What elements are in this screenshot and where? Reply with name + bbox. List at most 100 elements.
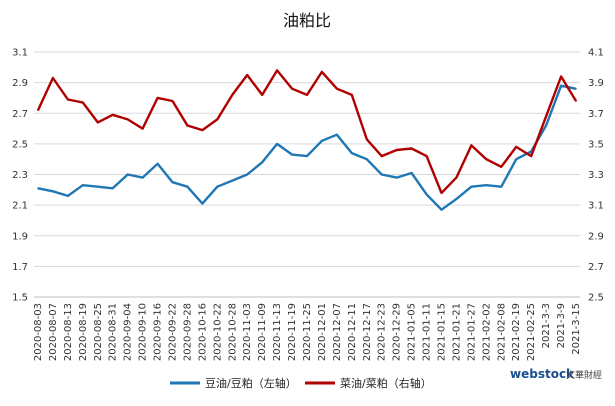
x-tick-label: 2021-02-19 xyxy=(511,303,522,361)
x-tick-label: 2020-08-19 xyxy=(78,303,89,361)
x-tick-label: 2020-10-16 xyxy=(197,303,208,361)
x-tick-label: 2020-09-22 xyxy=(168,303,179,361)
data-point xyxy=(306,94,308,96)
x-tick-label: 2020-11-25 xyxy=(302,303,313,361)
series-line-soy xyxy=(37,84,577,211)
x-tick-label: 2020-09-10 xyxy=(138,303,149,361)
x-tick-label: 2020-11-13 xyxy=(272,303,283,361)
x-tick-label: 2021-02-08 xyxy=(496,303,507,361)
data-point xyxy=(291,153,293,156)
data-point xyxy=(560,75,562,78)
data-point xyxy=(52,77,54,79)
data-point xyxy=(515,158,518,160)
watermark-logo: webstock 文華財經 xyxy=(510,367,602,381)
grid xyxy=(34,51,580,298)
x-tick-label: 2021-3-3 xyxy=(541,303,552,348)
data-point xyxy=(321,71,323,73)
x-tick-label: 2020-09-04 xyxy=(123,303,134,361)
right-tick-label: 2.9 xyxy=(588,231,604,242)
x-tick-label: 2020-11-03 xyxy=(242,303,253,361)
data-point xyxy=(306,155,308,157)
data-point xyxy=(380,173,383,176)
data-point xyxy=(425,193,428,196)
left-tick-label: 2.9 xyxy=(12,78,28,89)
data-point xyxy=(261,94,263,96)
right-axis-ticks: 2.5 2.7 2.9 3.1 3.3 3.5 3.7 3.9 4.1 xyxy=(588,48,604,304)
x-tick-label: 2021-01-21 xyxy=(451,303,462,361)
data-point xyxy=(545,124,547,127)
data-point xyxy=(410,172,413,174)
left-tick-label: 2.5 xyxy=(12,139,28,150)
data-point xyxy=(231,94,234,96)
x-tick-label: 2021-01-27 xyxy=(466,303,477,361)
data-point xyxy=(52,190,54,193)
x-tick-label: 2020-10-28 xyxy=(227,303,238,361)
data-point xyxy=(440,192,443,194)
data-point xyxy=(126,118,129,121)
data-point xyxy=(186,124,189,127)
data-point xyxy=(141,127,144,130)
data-point xyxy=(425,155,428,157)
x-tick-label: 2020-11-09 xyxy=(257,303,268,361)
legend-label-rapeseed: 菜油/菜粕（右轴） xyxy=(340,376,432,390)
data-point xyxy=(575,100,577,102)
data-point xyxy=(246,74,249,76)
data-point xyxy=(500,166,503,168)
data-point xyxy=(201,202,204,205)
data-point xyxy=(500,185,503,188)
data-point xyxy=(515,146,518,148)
data-point xyxy=(37,109,39,111)
left-tick-label: 1.5 xyxy=(12,293,28,304)
left-tick-label: 2.1 xyxy=(12,201,28,212)
x-tick-label: 2020-08-25 xyxy=(93,303,104,361)
data-point xyxy=(395,149,398,151)
right-tick-label: 3.3 xyxy=(588,170,604,181)
x-tick-label: 2020-12-29 xyxy=(392,303,403,361)
x-tick-label: 2020-08-13 xyxy=(63,303,74,361)
left-tick-label: 3.1 xyxy=(12,48,28,59)
watermark-brand: webstock xyxy=(510,367,575,381)
data-point xyxy=(336,133,338,136)
x-tick-label: 2021-01-15 xyxy=(437,303,448,361)
data-point xyxy=(351,152,353,154)
data-point xyxy=(455,176,458,179)
data-point xyxy=(395,176,398,179)
x-tick-label: 2021-02-25 xyxy=(526,303,537,361)
x-tick-label: 2020-12-23 xyxy=(377,303,388,361)
x-tick-label: 2021-3-15 xyxy=(571,303,582,355)
x-tick-label: 2020-08-07 xyxy=(48,303,59,361)
x-tick-label: 2020-08-31 xyxy=(108,303,119,361)
data-point xyxy=(216,118,219,121)
data-point xyxy=(82,184,84,187)
data-point xyxy=(291,87,293,90)
data-point xyxy=(156,97,159,99)
left-axis-ticks: 1.5 1.7 1.9 2.1 2.3 2.5 2.7 2.9 3.1 xyxy=(12,48,28,304)
series-layer xyxy=(36,69,578,211)
data-point xyxy=(111,187,114,190)
data-point xyxy=(321,140,323,142)
legend-label-soy: 豆油/豆粕（左轴） xyxy=(205,376,297,390)
data-point xyxy=(67,98,69,101)
data-point xyxy=(560,84,562,87)
data-point xyxy=(365,158,368,160)
right-tick-label: 3.5 xyxy=(588,139,604,150)
x-tick-label: 2021-3-9 xyxy=(556,303,567,348)
data-point xyxy=(276,143,278,145)
x-tick-label: 2021-02-02 xyxy=(481,303,492,361)
data-point xyxy=(141,176,144,179)
data-point xyxy=(126,173,129,176)
data-point xyxy=(261,161,263,164)
x-tick-label: 2020-09-16 xyxy=(153,303,164,361)
data-point xyxy=(485,158,488,160)
data-point xyxy=(470,144,473,147)
x-tick-label: 2021-01-11 xyxy=(422,303,433,361)
data-point xyxy=(37,187,39,190)
right-tick-label: 3.1 xyxy=(588,201,604,212)
chart-title: 油粕比 xyxy=(283,11,331,30)
x-tick-label: 2020-09-28 xyxy=(182,303,193,361)
right-tick-label: 3.7 xyxy=(588,109,604,120)
data-point xyxy=(470,185,473,188)
left-tick-label: 1.7 xyxy=(12,262,28,273)
